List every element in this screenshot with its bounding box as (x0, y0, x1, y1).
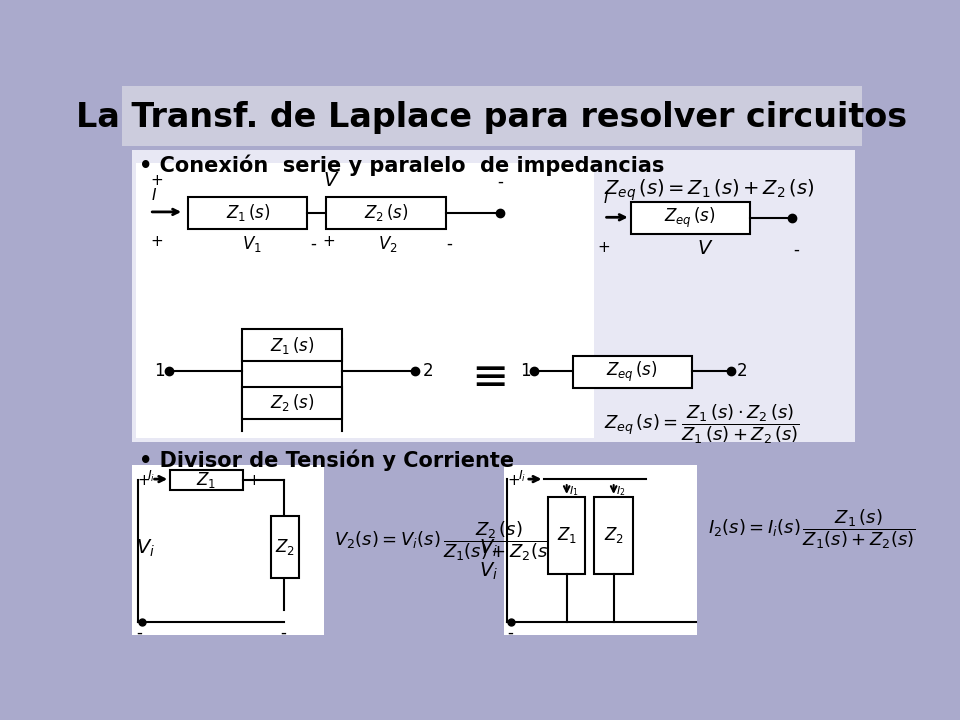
Text: +: + (597, 240, 610, 256)
Text: $V_2$: $V_2$ (378, 234, 397, 254)
Text: +: + (247, 473, 260, 488)
Text: $Z_1\,(s)$: $Z_1\,(s)$ (226, 202, 270, 223)
Bar (326, 197, 445, 229)
Text: $\equiv$: $\equiv$ (463, 354, 506, 397)
Bar (573, 356, 692, 388)
Text: 1: 1 (155, 362, 165, 380)
Text: 2: 2 (422, 362, 433, 380)
Text: +: + (151, 173, 163, 188)
Text: -: - (310, 234, 316, 252)
Bar (504, 465, 697, 634)
Text: -: - (280, 624, 286, 642)
Text: $Z_1\,(s)$: $Z_1\,(s)$ (270, 335, 314, 356)
Text: +: + (151, 234, 163, 249)
Text: $Z_2$: $Z_2$ (604, 526, 624, 545)
Text: $V_2(s)=V_i(s)\,\dfrac{Z_2\,(s)}{Z_1(s)+Z_2(s)}$: $V_2(s)=V_i(s)\,\dfrac{Z_2\,(s)}{Z_1(s)+… (334, 519, 556, 562)
Bar (136, 163, 594, 329)
Bar (631, 202, 750, 234)
Bar (242, 329, 342, 361)
Text: $Z_{eq}\,(s)$: $Z_{eq}\,(s)$ (664, 206, 716, 230)
Text: $I_i$: $I_i$ (518, 469, 526, 484)
Bar (132, 150, 855, 442)
Bar (123, 86, 861, 146)
Bar (136, 323, 594, 438)
Bar (548, 497, 586, 574)
Text: $Z_2\,(s)$: $Z_2\,(s)$ (364, 202, 409, 223)
Text: $V_i$: $V_i$ (136, 538, 156, 559)
Text: +: + (508, 473, 520, 488)
Text: -: - (496, 173, 503, 191)
Text: $Z_1$: $Z_1$ (557, 526, 577, 545)
Text: $Z_{eq}\,(s)=Z_1\,(s)+Z_2\,(s)$: $Z_{eq}\,(s)=Z_1\,(s)+Z_2\,(s)$ (604, 177, 814, 203)
Text: $Z_1$: $Z_1$ (196, 470, 216, 490)
Text: +: + (323, 234, 335, 249)
Bar (271, 516, 299, 577)
Text: I: I (604, 191, 608, 206)
Text: $V_1$: $V_1$ (242, 234, 262, 254)
Text: -: - (446, 234, 452, 252)
Text: V: V (697, 239, 710, 258)
Text: • Divisor de Tensión y Corriente: • Divisor de Tensión y Corriente (139, 450, 515, 472)
Bar (170, 470, 243, 490)
Text: $Z_{eq}\,(s)$: $Z_{eq}\,(s)$ (607, 360, 658, 384)
Text: -: - (793, 240, 799, 258)
Text: $I_2$: $I_2$ (616, 484, 625, 498)
Text: I: I (152, 189, 156, 204)
Text: $Z_{eq}\,(s)=\dfrac{Z_1\,(s)\cdot Z_2\,(s)}{Z_1\,(s)+Z_2\,(s)}$: $Z_{eq}\,(s)=\dfrac{Z_1\,(s)\cdot Z_2\,(… (604, 402, 800, 446)
Bar (242, 387, 342, 419)
Text: $Z_2$: $Z_2$ (275, 537, 295, 557)
Text: • Conexión  serie y paralelo  de impedancias: • Conexión serie y paralelo de impedanci… (139, 154, 664, 176)
Text: 1: 1 (520, 362, 531, 380)
Text: $I_i$: $I_i$ (147, 469, 156, 484)
Text: $I_1$: $I_1$ (569, 484, 579, 498)
Text: V: V (324, 171, 337, 190)
Text: -: - (136, 624, 142, 642)
Bar (188, 197, 307, 229)
Text: $V_i$: $V_i$ (479, 561, 498, 582)
Text: +: + (138, 473, 151, 488)
Text: $V_i$: $V_i$ (479, 538, 498, 559)
Text: 2: 2 (737, 362, 748, 380)
Text: La Transf. de Laplace para resolver circuitos: La Transf. de Laplace para resolver circ… (77, 101, 907, 134)
Bar (132, 465, 324, 634)
Bar (594, 497, 633, 574)
Text: $I_2(s)=I_i(s)\,\dfrac{Z_1\,(s)}{Z_1(s)+Z_2(s)}$: $I_2(s)=I_i(s)\,\dfrac{Z_1\,(s)}{Z_1(s)+… (708, 508, 915, 551)
Text: -: - (508, 624, 514, 642)
Text: $Z_2\,(s)$: $Z_2\,(s)$ (270, 392, 314, 413)
